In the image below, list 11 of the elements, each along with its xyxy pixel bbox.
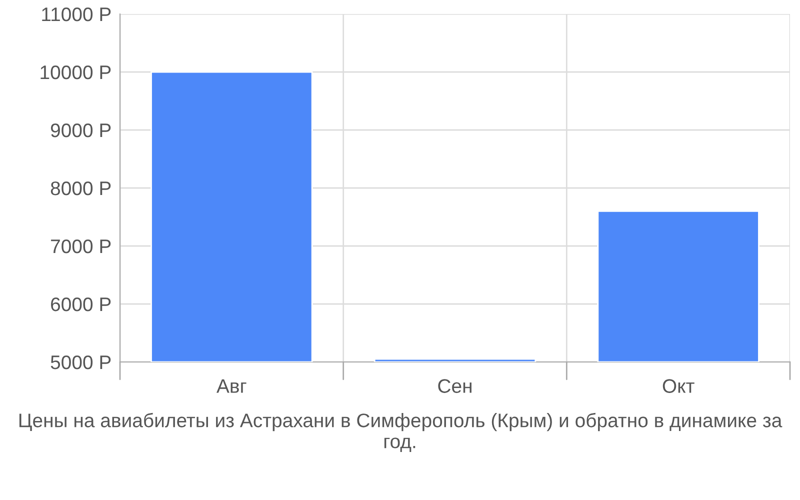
text: Цены на авиабилеты из Астрахани в Симферополь (Крым) и обратно в динамике за год. — [19, 412, 782, 452]
x-tick-label: Окт — [662, 379, 694, 393]
x-tick-label: Сен — [438, 379, 472, 393]
y-tick-label: 8000 Р — [50, 181, 111, 196]
y-tick-label: 11000 Р — [42, 7, 111, 22]
y-tick-label: 5000 Р — [50, 355, 111, 370]
x-tick-label: Авг — [216, 379, 246, 393]
y-tick-label: 9000 Р — [50, 123, 111, 138]
y-tick-label: 7000 Р — [51, 239, 111, 254]
y-tick-label: 10000 Р — [40, 65, 111, 80]
y-tick-label: 6000 Р — [51, 297, 111, 312]
